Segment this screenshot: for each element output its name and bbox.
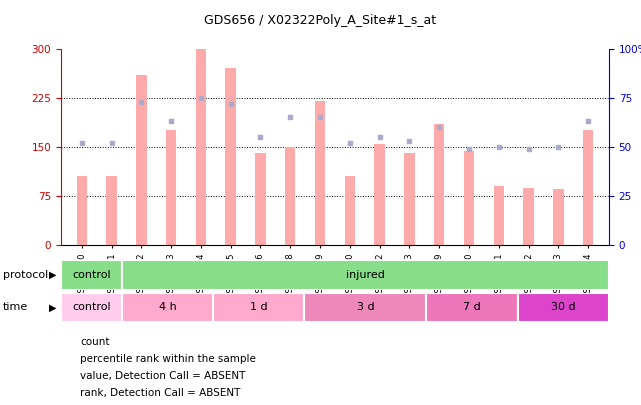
Text: 4 h: 4 h [158,303,176,312]
Bar [494,186,504,245]
Point [464,145,474,152]
Bar [463,151,474,245]
Point [315,114,325,121]
Text: time: time [3,303,28,312]
Text: control: control [72,303,111,312]
Bar [61,260,122,290]
Text: ▶: ▶ [49,303,57,312]
Point [345,140,355,146]
Text: 1 d: 1 d [250,303,267,312]
Text: rank, Detection Call = ABSENT: rank, Detection Call = ABSENT [80,388,240,398]
Bar [122,260,609,290]
Bar [583,130,594,245]
Bar [304,293,426,322]
Point [524,145,534,152]
Bar [76,176,87,245]
Bar [315,101,325,245]
Bar [226,68,236,245]
Bar [166,130,176,245]
Text: ▶: ▶ [49,270,57,280]
Point [106,140,117,146]
Point [374,134,385,140]
Text: percentile rank within the sample: percentile rank within the sample [80,354,256,364]
Bar [255,153,265,245]
Bar [61,293,122,322]
Point [434,124,444,130]
Point [404,138,415,144]
Text: 3 d: 3 d [356,303,374,312]
Bar [518,293,609,322]
Bar [426,293,518,322]
Bar [122,293,213,322]
Bar [136,75,147,245]
Point [285,114,296,121]
Text: 30 d: 30 d [551,303,576,312]
Point [166,118,176,124]
Bar [553,190,563,245]
Bar [106,176,117,245]
Text: count: count [80,337,110,347]
Text: 7 d: 7 d [463,303,481,312]
Bar [213,293,304,322]
Bar [523,188,534,245]
Bar [374,143,385,245]
Text: GDS656 / X02322Poly_A_Site#1_s_at: GDS656 / X02322Poly_A_Site#1_s_at [204,14,437,27]
Bar [404,153,415,245]
Bar [345,176,355,245]
Point [494,144,504,150]
Point [77,140,87,146]
Text: control: control [72,270,111,280]
Text: protocol: protocol [3,270,49,280]
Text: injured: injured [346,270,385,280]
Bar [285,147,296,245]
Point [553,144,563,150]
Point [226,100,236,107]
Text: value, Detection Call = ABSENT: value, Detection Call = ABSENT [80,371,246,381]
Point [583,118,593,124]
Point [255,134,265,140]
Bar [196,49,206,245]
Point [196,94,206,101]
Point [136,98,146,105]
Bar [434,124,444,245]
